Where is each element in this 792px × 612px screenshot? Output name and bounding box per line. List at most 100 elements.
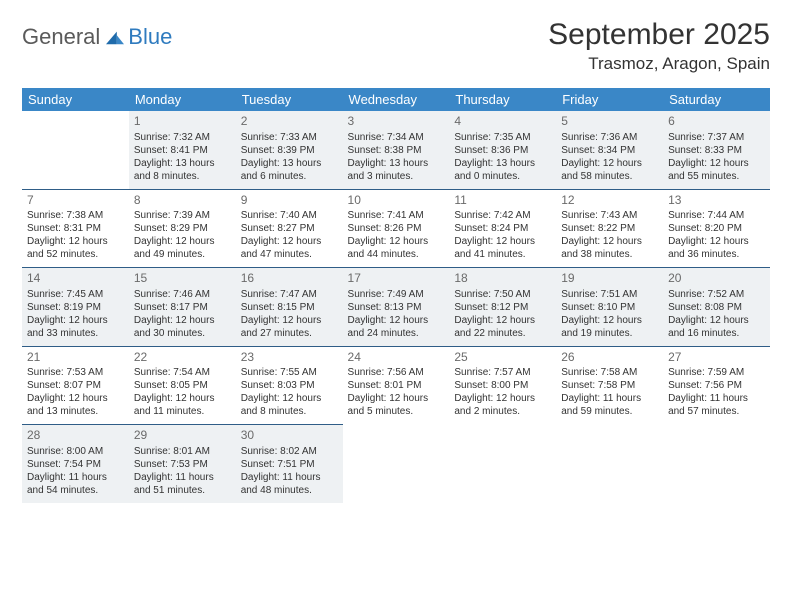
sunset-line: Sunset: 7:54 PM (27, 458, 124, 471)
daylight-line: Daylight: 12 hours and 11 minutes. (134, 392, 231, 418)
header: General Blue September 2025 Trasmoz, Ara… (22, 18, 770, 74)
daylight-line: Daylight: 12 hours and 5 minutes. (348, 392, 445, 418)
sunset-line: Sunset: 8:12 PM (454, 301, 551, 314)
title-block: September 2025 Trasmoz, Aragon, Spain (548, 18, 770, 74)
sunset-line: Sunset: 8:26 PM (348, 222, 445, 235)
daylight-line: Daylight: 11 hours and 57 minutes. (668, 392, 765, 418)
sunrise-line: Sunrise: 7:46 AM (134, 288, 231, 301)
day-number: 4 (454, 114, 551, 130)
calendar-week-row: 28Sunrise: 8:00 AMSunset: 7:54 PMDayligh… (22, 425, 770, 503)
brand-text-blue: Blue (128, 24, 172, 50)
calendar-day-cell: 22Sunrise: 7:54 AMSunset: 8:05 PMDayligh… (129, 346, 236, 425)
calendar-head: SundayMondayTuesdayWednesdayThursdayFrid… (22, 88, 770, 111)
daylight-line: Daylight: 12 hours and 52 minutes. (27, 235, 124, 261)
day-number: 13 (668, 193, 765, 209)
calendar-day-cell: 3Sunrise: 7:34 AMSunset: 8:38 PMDaylight… (343, 111, 450, 189)
calendar-week-row: 14Sunrise: 7:45 AMSunset: 8:19 PMDayligh… (22, 268, 770, 347)
calendar-day-cell: 25Sunrise: 7:57 AMSunset: 8:00 PMDayligh… (449, 346, 556, 425)
sunrise-line: Sunrise: 7:49 AM (348, 288, 445, 301)
day-number: 18 (454, 271, 551, 287)
sunset-line: Sunset: 8:29 PM (134, 222, 231, 235)
calendar-day-cell: 26Sunrise: 7:58 AMSunset: 7:58 PMDayligh… (556, 346, 663, 425)
sunrise-line: Sunrise: 7:32 AM (134, 131, 231, 144)
sunset-line: Sunset: 8:27 PM (241, 222, 338, 235)
calendar-day-cell: 27Sunrise: 7:59 AMSunset: 7:56 PMDayligh… (663, 346, 770, 425)
sunrise-line: Sunrise: 7:47 AM (241, 288, 338, 301)
daylight-line: Daylight: 12 hours and 38 minutes. (561, 235, 658, 261)
day-number: 22 (134, 350, 231, 366)
calendar-day-cell: 2Sunrise: 7:33 AMSunset: 8:39 PMDaylight… (236, 111, 343, 189)
sunrise-line: Sunrise: 7:50 AM (454, 288, 551, 301)
sunrise-line: Sunrise: 7:36 AM (561, 131, 658, 144)
sunrise-line: Sunrise: 7:51 AM (561, 288, 658, 301)
day-number: 7 (27, 193, 124, 209)
calendar-day-cell: 15Sunrise: 7:46 AMSunset: 8:17 PMDayligh… (129, 268, 236, 347)
calendar-table: SundayMondayTuesdayWednesdayThursdayFrid… (22, 88, 770, 503)
day-number: 8 (134, 193, 231, 209)
month-title: September 2025 (548, 18, 770, 52)
day-number: 19 (561, 271, 658, 287)
day-header-cell: Monday (129, 88, 236, 111)
daylight-line: Daylight: 13 hours and 3 minutes. (348, 157, 445, 183)
daylight-line: Daylight: 12 hours and 33 minutes. (27, 314, 124, 340)
day-number: 30 (241, 428, 338, 444)
sunset-line: Sunset: 8:00 PM (454, 379, 551, 392)
calendar-day-cell: 12Sunrise: 7:43 AMSunset: 8:22 PMDayligh… (556, 189, 663, 268)
daylight-line: Daylight: 11 hours and 54 minutes. (27, 471, 124, 497)
daylight-line: Daylight: 12 hours and 58 minutes. (561, 157, 658, 183)
calendar-week-row: 7Sunrise: 7:38 AMSunset: 8:31 PMDaylight… (22, 189, 770, 268)
daylight-line: Daylight: 13 hours and 0 minutes. (454, 157, 551, 183)
day-number: 6 (668, 114, 765, 130)
sunrise-line: Sunrise: 8:00 AM (27, 445, 124, 458)
calendar-day-cell: 28Sunrise: 8:00 AMSunset: 7:54 PMDayligh… (22, 425, 129, 503)
sunrise-line: Sunrise: 7:39 AM (134, 209, 231, 222)
calendar-day-cell: 4Sunrise: 7:35 AMSunset: 8:36 PMDaylight… (449, 111, 556, 189)
daylight-line: Daylight: 11 hours and 59 minutes. (561, 392, 658, 418)
sunset-line: Sunset: 7:51 PM (241, 458, 338, 471)
day-number: 16 (241, 271, 338, 287)
day-number: 23 (241, 350, 338, 366)
calendar-body: 1Sunrise: 7:32 AMSunset: 8:41 PMDaylight… (22, 111, 770, 503)
sunset-line: Sunset: 8:20 PM (668, 222, 765, 235)
day-header-cell: Tuesday (236, 88, 343, 111)
daylight-line: Daylight: 12 hours and 19 minutes. (561, 314, 658, 340)
calendar-day-cell: 5Sunrise: 7:36 AMSunset: 8:34 PMDaylight… (556, 111, 663, 189)
sunset-line: Sunset: 8:08 PM (668, 301, 765, 314)
sunset-line: Sunset: 7:53 PM (134, 458, 231, 471)
sunset-line: Sunset: 8:10 PM (561, 301, 658, 314)
sunrise-line: Sunrise: 7:33 AM (241, 131, 338, 144)
page-container: General Blue September 2025 Trasmoz, Ara… (0, 0, 792, 521)
sunset-line: Sunset: 8:17 PM (134, 301, 231, 314)
calendar-day-cell: 19Sunrise: 7:51 AMSunset: 8:10 PMDayligh… (556, 268, 663, 347)
calendar-day-cell (22, 111, 129, 189)
day-header-cell: Friday (556, 88, 663, 111)
sunset-line: Sunset: 8:05 PM (134, 379, 231, 392)
day-header-cell: Thursday (449, 88, 556, 111)
brand-logo: General Blue (22, 18, 172, 50)
sunrise-line: Sunrise: 8:02 AM (241, 445, 338, 458)
daylight-line: Daylight: 12 hours and 8 minutes. (241, 392, 338, 418)
sunset-line: Sunset: 8:38 PM (348, 144, 445, 157)
daylight-line: Daylight: 12 hours and 22 minutes. (454, 314, 551, 340)
day-number: 24 (348, 350, 445, 366)
calendar-day-cell: 23Sunrise: 7:55 AMSunset: 8:03 PMDayligh… (236, 346, 343, 425)
calendar-week-row: 1Sunrise: 7:32 AMSunset: 8:41 PMDaylight… (22, 111, 770, 189)
day-number: 14 (27, 271, 124, 287)
calendar-day-cell: 1Sunrise: 7:32 AMSunset: 8:41 PMDaylight… (129, 111, 236, 189)
brand-text-general: General (22, 24, 100, 50)
daylight-line: Daylight: 13 hours and 6 minutes. (241, 157, 338, 183)
sunrise-line: Sunrise: 7:56 AM (348, 366, 445, 379)
daylight-line: Daylight: 12 hours and 49 minutes. (134, 235, 231, 261)
day-number: 17 (348, 271, 445, 287)
sunrise-line: Sunrise: 7:55 AM (241, 366, 338, 379)
sunrise-line: Sunrise: 7:35 AM (454, 131, 551, 144)
daylight-line: Daylight: 12 hours and 55 minutes. (668, 157, 765, 183)
sunrise-line: Sunrise: 7:59 AM (668, 366, 765, 379)
sunset-line: Sunset: 8:24 PM (454, 222, 551, 235)
daylight-line: Daylight: 12 hours and 47 minutes. (241, 235, 338, 261)
sunrise-line: Sunrise: 7:41 AM (348, 209, 445, 222)
sunrise-line: Sunrise: 7:45 AM (27, 288, 124, 301)
sunrise-line: Sunrise: 7:54 AM (134, 366, 231, 379)
daylight-line: Daylight: 12 hours and 44 minutes. (348, 235, 445, 261)
sunset-line: Sunset: 8:19 PM (27, 301, 124, 314)
